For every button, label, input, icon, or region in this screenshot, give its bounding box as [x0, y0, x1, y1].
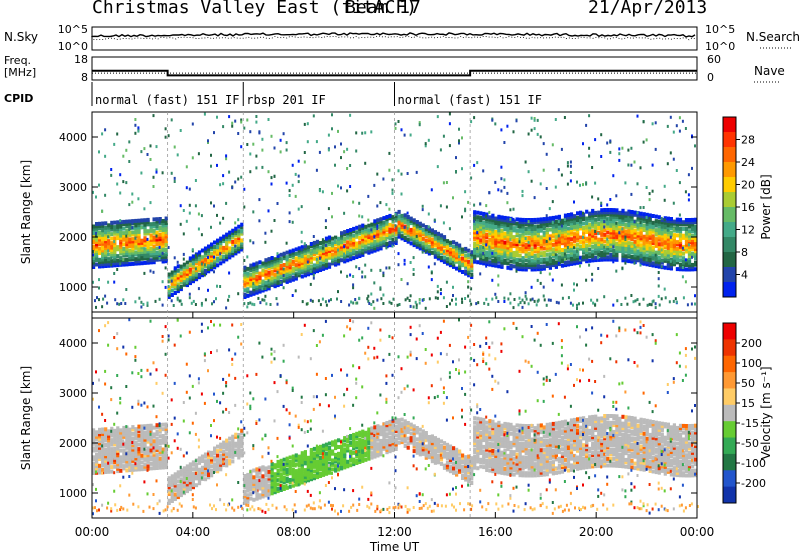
velocity-colorbar-tick-label: 100 — [741, 357, 762, 370]
power-colorbar-swatch — [723, 192, 736, 208]
xtick-label: 12:00 — [377, 525, 412, 539]
velocity-colorbar-tick-label: -100 — [741, 457, 766, 470]
velocity-ytick-label: 1000 — [59, 487, 87, 500]
noise-ytick-right-top: 10^5 — [705, 23, 735, 36]
power-colorbar-tick-label: 20 — [741, 179, 755, 192]
xtick-label: 08:00 — [276, 525, 311, 539]
power-ytick-label: 3000 — [59, 181, 87, 194]
xaxis-label: Time UT — [369, 540, 420, 554]
freq-label: Freq. — [4, 54, 32, 67]
velocity-colorbar-tick-label: -50 — [741, 437, 759, 450]
velocity-ytick-label: 3000 — [59, 387, 87, 400]
nsky-label: N.Sky — [4, 30, 39, 44]
power-colorbar-swatch — [723, 252, 736, 268]
noise-panel-frame — [91, 26, 698, 51]
velocity-colorbar-swatch — [723, 404, 736, 422]
cpid-segment-label: normal (fast) 151 IF — [398, 93, 543, 107]
cpid-segment-label: rbsp 201 IF — [246, 93, 325, 107]
power-colorbar-label: Power [dB] — [759, 174, 773, 239]
power-colorbar-tick-label: 8 — [741, 246, 748, 259]
power-colorbar-swatch — [723, 147, 736, 163]
velocity-colorbar — [722, 322, 737, 504]
velocity-colorbar-swatch — [723, 355, 736, 373]
power-colorbar-swatch — [723, 267, 736, 283]
power-colorbar-swatch — [723, 237, 736, 253]
station-title: Christmas Valley East (fitACF) — [92, 0, 418, 18]
power-colorbar — [722, 116, 737, 298]
power-colorbar-swatch — [723, 117, 736, 133]
freq-unit-label: [MHz] — [4, 66, 37, 79]
power-data-cells — [92, 112, 698, 310]
xtick-label: 20:00 — [579, 525, 614, 539]
power-colorbar-swatch — [723, 282, 736, 298]
velocity-colorbar-swatch — [723, 372, 736, 389]
xtick-label: 16:00 — [478, 525, 513, 539]
power-colorbar-swatch — [723, 162, 736, 178]
velocity-colorbar-swatch — [723, 453, 736, 471]
velocity-colorbar-swatch — [723, 339, 736, 357]
velocity-ytick-label: 4000 — [59, 337, 87, 350]
velocity-colorbar-swatch — [723, 323, 736, 340]
velocity-colorbar-tick-label: -15 — [741, 417, 759, 430]
xtick-label: 00:00 — [680, 525, 715, 539]
xtick-label: 04:00 — [176, 525, 211, 539]
power-colorbar-swatch — [723, 132, 736, 148]
freq-ytick-right-top: 60 — [707, 53, 721, 66]
velocity-colorbar-swatch — [723, 388, 736, 406]
power-ytick-label: 1000 — [59, 281, 87, 294]
velocity-colorbar-tick-label: 50 — [741, 377, 755, 390]
nave-label: Nave — [754, 64, 785, 78]
nsearch-label: N.Search — [746, 30, 800, 44]
noise-ytick-left-bottom: 10^0 — [58, 40, 88, 53]
nsky-series-line — [91, 32, 696, 38]
date-title: 21/Apr/2013 — [588, 0, 708, 18]
velocity-colorbar-tick-label: -200 — [741, 477, 766, 490]
velocity-colorbar-frame — [722, 322, 737, 504]
velocity-colorbar-swatch — [723, 486, 736, 504]
velocity-ylabel: Slant Range [km] — [19, 366, 33, 470]
power-colorbar-tick-label: 16 — [741, 201, 755, 214]
velocity-colorbar-swatch — [723, 421, 736, 439]
power-ytick-label: 4000 — [59, 131, 87, 144]
velocity-colorbar-swatch — [723, 437, 736, 455]
velocity-colorbar-label: Velocity [m s⁻¹] — [759, 366, 773, 459]
beam-title: Beam 17 — [345, 0, 421, 18]
power-colorbar-swatch — [723, 207, 736, 223]
nsearch-series-line — [91, 35, 696, 41]
power-ytick-label: 2000 — [59, 231, 87, 244]
power-colorbar-tick-label: 4 — [741, 269, 748, 282]
velocity-data-cells — [92, 318, 699, 516]
power-colorbar-tick-label: 24 — [741, 156, 755, 169]
xtick-label: 00:00 — [75, 525, 110, 539]
velocity-colorbar-swatch — [723, 470, 736, 488]
velocity-colorbar-tick-label: 15 — [741, 397, 755, 410]
velocity-colorbar-tick-label: 200 — [741, 337, 762, 350]
power-colorbar-tick-label: 28 — [741, 134, 755, 147]
freq-ytick-left-bottom: 8 — [81, 71, 88, 84]
power-colorbar-tick-label: 12 — [741, 224, 755, 237]
freq-ytick-left-top: 18 — [74, 53, 88, 66]
velocity-ytick-label: 2000 — [59, 437, 87, 450]
power-colorbar-swatch — [723, 177, 736, 193]
power-ylabel: Slant Range [km] — [19, 160, 33, 264]
cpid-label: CPID — [4, 92, 34, 105]
freq-ytick-right-bottom: 0 — [707, 71, 714, 84]
noise-ytick-left-top: 10^5 — [58, 23, 88, 36]
cpid-segment-label: normal (fast) 151 IF — [95, 93, 240, 107]
power-colorbar-swatch — [723, 222, 736, 238]
freq-panel-frame — [91, 56, 698, 81]
freq-series-line — [92, 69, 697, 77]
noise-ytick-right-bottom: 10^0 — [705, 40, 735, 53]
